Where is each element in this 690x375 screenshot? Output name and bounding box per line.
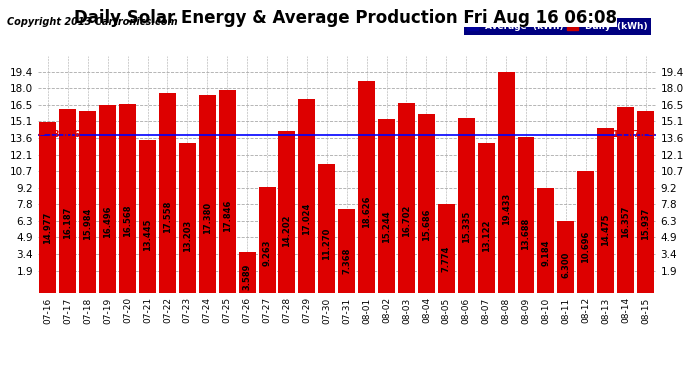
- Text: 15.937: 15.937: [641, 208, 650, 240]
- Bar: [497, 72, 515, 292]
- Text: 18.626: 18.626: [362, 196, 371, 228]
- Text: 7.774: 7.774: [442, 246, 451, 272]
- Bar: [239, 252, 255, 292]
- Bar: [558, 221, 574, 292]
- Bar: [378, 119, 395, 292]
- Bar: [338, 209, 355, 292]
- Bar: [637, 111, 654, 292]
- Text: 17.024: 17.024: [302, 203, 311, 235]
- Bar: [457, 118, 475, 292]
- Bar: [477, 144, 495, 292]
- Text: 15.335: 15.335: [462, 210, 471, 243]
- Bar: [418, 114, 435, 292]
- Legend: Average  (kWh), Daily  (kWh): Average (kWh), Daily (kWh): [464, 18, 651, 34]
- Bar: [79, 111, 96, 292]
- Text: 17.846: 17.846: [223, 199, 232, 232]
- Bar: [617, 107, 634, 292]
- Text: 10.696: 10.696: [581, 230, 590, 262]
- Bar: [518, 137, 535, 292]
- Text: Copyright 2013 Cartronics.com: Copyright 2013 Cartronics.com: [7, 17, 177, 27]
- Text: 3.589: 3.589: [243, 264, 252, 290]
- Text: 17.380: 17.380: [203, 201, 212, 234]
- Bar: [139, 140, 156, 292]
- Bar: [398, 103, 415, 292]
- Text: 15.984: 15.984: [83, 207, 92, 240]
- Bar: [438, 204, 455, 292]
- Bar: [598, 128, 614, 292]
- Text: 13.203: 13.203: [183, 219, 192, 252]
- Text: 15.244: 15.244: [382, 210, 391, 243]
- Text: 13.876 →: 13.876 →: [613, 130, 655, 140]
- Bar: [179, 142, 196, 292]
- Text: 19.433: 19.433: [502, 192, 511, 225]
- Bar: [538, 188, 554, 292]
- Text: 13.445: 13.445: [143, 218, 152, 251]
- Bar: [578, 171, 594, 292]
- Text: 9.263: 9.263: [262, 239, 272, 266]
- Text: 6.300: 6.300: [562, 252, 571, 279]
- Text: 16.568: 16.568: [123, 205, 132, 237]
- Text: Daily Solar Energy & Average Production Fri Aug 16 06:08: Daily Solar Energy & Average Production …: [74, 9, 616, 27]
- Bar: [199, 95, 216, 292]
- Bar: [159, 93, 176, 292]
- Text: ← 13.876: ← 13.876: [38, 130, 80, 140]
- Bar: [259, 187, 275, 292]
- Text: 13.122: 13.122: [482, 220, 491, 252]
- Text: 9.184: 9.184: [542, 240, 551, 266]
- Bar: [59, 109, 77, 292]
- Bar: [219, 90, 236, 292]
- Text: 14.475: 14.475: [601, 214, 610, 246]
- Bar: [119, 104, 136, 292]
- Text: 14.977: 14.977: [43, 212, 52, 244]
- Text: 16.496: 16.496: [104, 205, 112, 237]
- Bar: [358, 81, 375, 292]
- Bar: [279, 131, 295, 292]
- Text: 15.686: 15.686: [422, 209, 431, 241]
- Text: 16.357: 16.357: [621, 206, 630, 238]
- Text: 17.558: 17.558: [163, 201, 172, 233]
- Bar: [39, 122, 57, 292]
- Text: 16.187: 16.187: [63, 207, 72, 239]
- Text: 7.368: 7.368: [342, 248, 351, 274]
- Text: 13.688: 13.688: [522, 217, 531, 249]
- Text: 14.202: 14.202: [282, 215, 291, 248]
- Text: 11.270: 11.270: [322, 228, 331, 260]
- Text: 16.702: 16.702: [402, 204, 411, 237]
- Bar: [318, 165, 335, 292]
- Bar: [298, 99, 315, 292]
- Bar: [99, 105, 116, 292]
